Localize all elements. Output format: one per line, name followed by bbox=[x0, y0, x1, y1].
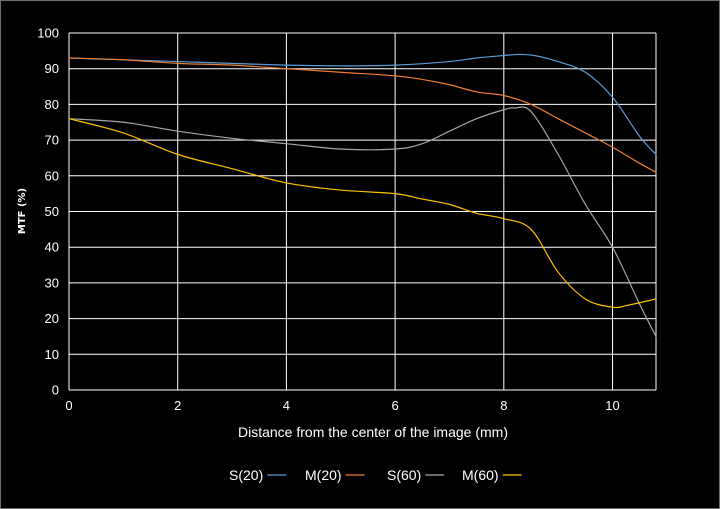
y-tick-label: 20 bbox=[45, 311, 59, 326]
x-tick-label: 6 bbox=[391, 398, 398, 413]
y-tick-label: 100 bbox=[37, 26, 59, 41]
x-tick-label: 4 bbox=[283, 398, 290, 413]
legend-label-s-60: S(60) bbox=[387, 467, 421, 483]
legend-label-m-60: M(60) bbox=[462, 467, 499, 483]
y-tick-label: 90 bbox=[45, 61, 59, 76]
grid-lines bbox=[68, 32, 657, 391]
x-tick-labels: 0 2 4 6 8 10 bbox=[65, 398, 619, 413]
y-tick-label: 60 bbox=[45, 168, 59, 183]
y-tick-label: 30 bbox=[45, 275, 59, 290]
y-axis-title: MTF (%) bbox=[17, 188, 28, 234]
legend-label-s-20: S(20) bbox=[229, 467, 263, 483]
x-tick-label: 0 bbox=[65, 398, 72, 413]
y-tick-label: 0 bbox=[52, 383, 59, 398]
y-tick-label: 80 bbox=[45, 97, 59, 112]
series-lines bbox=[68, 53, 657, 338]
x-tick-label: 10 bbox=[605, 398, 619, 413]
series-line-s-20 bbox=[68, 53, 657, 155]
x-tick-label: 8 bbox=[500, 398, 507, 413]
legend-label-m-20: M(20) bbox=[305, 467, 342, 483]
series-line-m-20 bbox=[68, 57, 657, 173]
y-tick-label: 40 bbox=[45, 240, 59, 255]
x-tick-label: 2 bbox=[174, 398, 181, 413]
y-tick-label: 50 bbox=[45, 204, 59, 219]
y-tick-label: 70 bbox=[45, 133, 59, 148]
y-tick-label: 10 bbox=[45, 347, 59, 362]
series-line-s-60 bbox=[68, 106, 657, 338]
x-axis-title: Distance from the center of the image (m… bbox=[238, 424, 508, 440]
legend: S(20) M(20) S(60) M(60) bbox=[229, 467, 522, 483]
series-line-m-60 bbox=[68, 118, 657, 309]
y-tick-labels: 0 10 20 30 40 50 60 70 80 90 100 bbox=[37, 26, 59, 398]
